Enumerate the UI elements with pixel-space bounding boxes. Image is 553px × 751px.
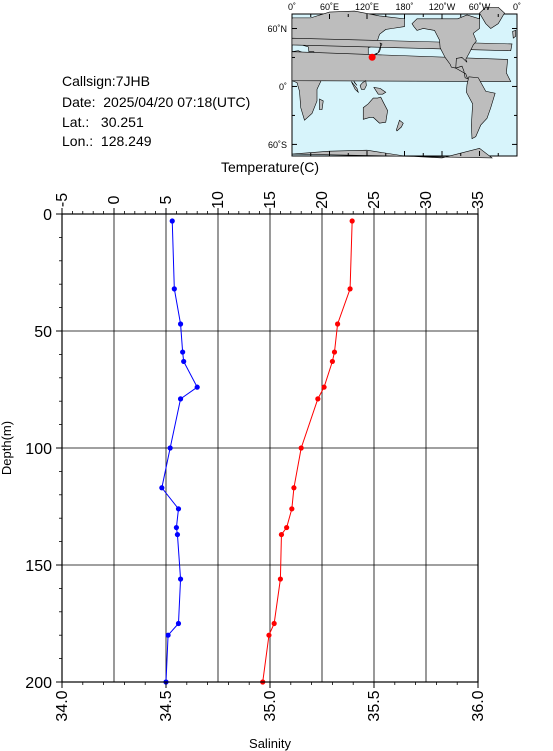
map-lon-label: 60˚E xyxy=(320,2,339,12)
temperature-tick-label: 0 xyxy=(106,195,123,204)
salinity-profile-line xyxy=(161,221,198,683)
salinity-point-12 xyxy=(177,576,184,582)
temperature-point-13 xyxy=(271,620,277,627)
salinity-point-11 xyxy=(174,531,181,538)
temperature-point-8 xyxy=(291,485,297,491)
salinity-tick-label: 34.5 xyxy=(158,690,175,721)
salinity-point-10 xyxy=(173,524,179,531)
temperature-tick-label: -5 xyxy=(54,193,71,207)
temperature-point-1 xyxy=(347,286,353,292)
temperature-point-6 xyxy=(315,396,321,402)
callsign-text: Callsign:7JHB xyxy=(62,73,150,89)
salinity-point-13 xyxy=(175,620,182,627)
temperature-point-14 xyxy=(266,632,272,638)
salinity-point-7 xyxy=(167,445,173,451)
depth-tick-label: 150 xyxy=(25,558,52,575)
salinity-point-2 xyxy=(177,321,184,327)
temperature-point-11 xyxy=(278,531,285,538)
temperature-point-3 xyxy=(331,349,338,355)
temperature-point-9 xyxy=(289,506,295,512)
temperature-point-4 xyxy=(329,358,335,365)
depth-axis: 0 50 100 150 200 xyxy=(25,207,62,692)
map-lon-label: 120˚E xyxy=(355,2,379,12)
salinity-point-6 xyxy=(177,396,184,402)
map-frame xyxy=(291,14,518,156)
temperature-tick-label: 5 xyxy=(158,195,175,204)
station-marker xyxy=(368,53,376,61)
map-lat-label: 60˚S xyxy=(268,140,287,150)
temperature-point-10 xyxy=(284,524,290,531)
temperature-tick-label: 10 xyxy=(210,191,227,209)
temperature-point-0 xyxy=(349,218,355,224)
temperature-point-2 xyxy=(335,321,341,327)
map-lon-label: 120˚W xyxy=(429,2,456,12)
map-lon-label: 0˚ xyxy=(288,2,296,12)
map-lon-label: 0˚ xyxy=(513,2,521,12)
salinity-point-0 xyxy=(169,218,175,224)
salinity-point-14 xyxy=(165,632,171,638)
temperature-tick-label: 35 xyxy=(470,191,487,209)
temperature-axis-label: Temperature(C) xyxy=(221,159,319,175)
depth-axis-label: Depth(m) xyxy=(0,421,14,475)
salinity-point-1 xyxy=(171,286,177,292)
salinity-point-9 xyxy=(175,506,182,512)
map-land xyxy=(291,6,517,159)
temperature-tick-label: 30 xyxy=(418,191,435,209)
salinity-point-3 xyxy=(180,349,186,355)
temperature-axis: -5 0 5 10 15 20 25 30 35 xyxy=(54,191,487,214)
salinity-point-8 xyxy=(159,485,165,491)
salinity-axis: 34.0 34.5 35.0 35.5 36.0 xyxy=(54,682,487,722)
map-lat-label: 60˚N xyxy=(267,24,287,34)
map-land-britain xyxy=(512,30,517,39)
location-map: 0˚ 60˚E 120˚E 180˚ 120˚W 60˚W 0˚ 60˚N 0˚ 60˚S xyxy=(267,2,521,159)
salinity-tick-label: 35.0 xyxy=(262,690,279,721)
temperature-profile-line xyxy=(262,221,353,683)
salinity-tick-label: 36.0 xyxy=(470,690,487,721)
map-land-sumatra xyxy=(351,81,359,94)
map-land-madagascar xyxy=(319,98,324,110)
temperature-point-12 xyxy=(277,576,283,582)
salinity-point-5 xyxy=(194,384,200,390)
lon-text: Lon.: 128.249 xyxy=(62,133,152,149)
map-lat-label: 0˚ xyxy=(279,82,287,92)
map-land-north-america xyxy=(411,14,480,69)
salinity-tick-label: 35.5 xyxy=(366,690,383,721)
map-latitude-labels: 60˚N 0˚ 60˚S xyxy=(267,24,287,150)
lat-text: Lat.: 30.251 xyxy=(62,114,144,130)
temperature-tick-label: 20 xyxy=(314,191,331,209)
temperature-point-7 xyxy=(298,445,304,451)
map-land-south-america xyxy=(466,76,496,140)
map-land-greenland xyxy=(479,6,505,29)
date-text: Date: 2025/04/20 07:18(UTC) xyxy=(62,94,251,110)
temperature-tick-label: 15 xyxy=(262,191,279,209)
salinity-tick-label: 34.0 xyxy=(54,690,71,721)
salinity-axis-label: Salinity xyxy=(249,736,291,751)
map-lon-label: 180˚ xyxy=(395,2,413,12)
map-land-new-guinea xyxy=(373,87,387,95)
depth-tick-label: 0 xyxy=(43,207,52,224)
map-lon-label: 60˚W xyxy=(469,2,491,12)
map-land-borneo xyxy=(359,80,367,90)
salinity-point-4 xyxy=(181,358,187,365)
temperature-tick-label: 25 xyxy=(366,191,383,209)
temperature-point-5 xyxy=(321,384,327,390)
map-longitude-labels: 0˚ 60˚E 120˚E 180˚ 120˚W 60˚W 0˚ xyxy=(288,2,521,12)
chart-grid xyxy=(62,214,478,682)
depth-tick-label: 50 xyxy=(34,324,52,341)
map-land-australia xyxy=(362,96,388,124)
map-land-new-zealand xyxy=(396,119,404,132)
depth-tick-label: 100 xyxy=(25,441,52,458)
map-land-central-america xyxy=(455,65,469,80)
series-layer xyxy=(159,218,355,685)
depth-tick-label: 200 xyxy=(25,675,52,692)
